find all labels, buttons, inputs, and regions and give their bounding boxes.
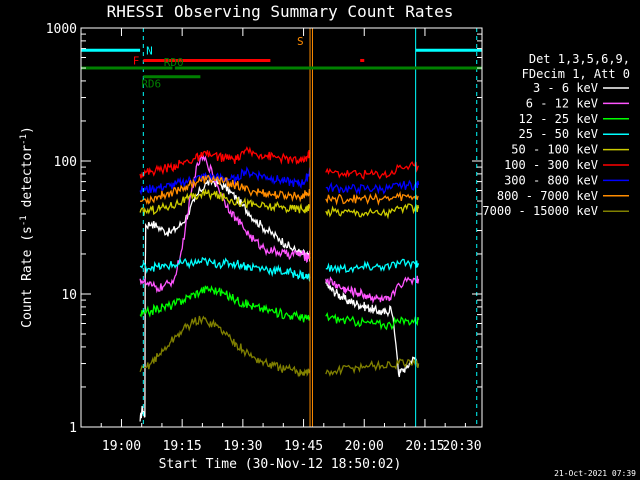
legend-label-6-12-kev: 6 - 12 keV: [526, 96, 598, 110]
plot-frame: [80, 27, 483, 428]
legend-label-300-800-kev: 300 - 800 keV: [504, 173, 598, 187]
series-800-7000-kev-part-0: [139, 174, 311, 206]
series-50-100-kev-part-1: [325, 203, 420, 220]
x-tick-label-1: 19:15: [163, 439, 202, 454]
legend-label-100-300-kev: 100 - 300 keV: [504, 158, 598, 172]
series-25-50-kev-part-1: [325, 258, 420, 274]
series-25-50-kev-part-0: [139, 256, 311, 282]
series-100-300-kev-part-1: [325, 161, 420, 180]
legend-label-50-100-kev: 50 - 100 keV: [511, 143, 598, 157]
series-12-25-kev-part-0: [139, 284, 311, 323]
series-300-800-kev-part-1: [325, 179, 420, 195]
y-axis-ticks: 1 10 100 1000: [46, 22, 482, 436]
x-axis-label: Start Time (30-Nov-12 18:50:02): [159, 457, 402, 472]
y-tick-label-1: 10: [61, 288, 77, 303]
interval-label-rd0: RD0: [164, 56, 184, 69]
series-7000-15000-kev-part-1: [325, 358, 420, 377]
series-7000-15000-kev-part-0: [139, 315, 311, 378]
series-300-800-kev-part-0: [139, 166, 311, 196]
legend-label-800-7000-kev: 800 - 7000 keV: [497, 189, 598, 203]
x-tick-label-6: 20:30: [442, 439, 481, 454]
series-100-300-kev-part-0: [139, 146, 311, 179]
chart-title: RHESSI Observing Summary Count Rates: [107, 2, 454, 21]
y-tick-label-2: 100: [54, 155, 77, 170]
y-axis-label-middle: detector: [20, 145, 35, 216]
legend-label-3-6-kev: 3 - 6 keV: [533, 81, 598, 95]
y-axis-label-start: Count Rate (s: [20, 226, 35, 328]
y-tick-label-0: 1: [69, 421, 77, 436]
y-axis-label-sup-1: -1: [19, 215, 29, 226]
series-3-6-kev-part-1: [325, 280, 420, 378]
series-50-100-kev-part-0: [139, 188, 311, 216]
footer-timestamp: 21-Oct-2021 07:39: [554, 469, 636, 478]
y-axis-label-end: ): [20, 126, 35, 134]
legend-header-line-2: FDecim 1, Att 0: [522, 67, 630, 81]
legend-header-line-1: Det 1,3,5,6,9,: [529, 52, 630, 66]
series-800-7000-kev-part-1: [325, 190, 419, 206]
series-6-12-kev-part-1: [325, 275, 420, 305]
series-6-12-kev-part-0: [139, 154, 311, 294]
interval-label-n: N: [146, 44, 153, 57]
series-layer: [139, 146, 420, 422]
y-tick-label-3: 1000: [46, 22, 77, 37]
x-tick-label-5: 20:15: [405, 439, 444, 454]
x-tick-label-0: 19:00: [102, 439, 141, 454]
legend: Det 1,3,5,6,9, FDecim 1, Att 0 3 - 6 keV…: [482, 52, 630, 218]
x-tick-label-3: 19:45: [284, 439, 323, 454]
interval-label-f: F: [133, 54, 140, 67]
legend-label-25-50-kev: 25 - 50 keV: [519, 127, 598, 141]
y-axis-label-sup-2: -1: [19, 134, 29, 145]
legend-label-7000-15000-kev: 7000 - 15000 keV: [482, 204, 598, 218]
y-axis-label: Count Rate (s-1 detector-1): [19, 126, 35, 328]
x-tick-label-2: 19:30: [223, 439, 262, 454]
legend-label-12-25-kev: 12 - 25 keV: [519, 112, 598, 126]
series-3-6-kev-part-0: [139, 176, 311, 422]
series-12-25-kev-part-1: [325, 311, 420, 331]
x-tick-label-4: 20:00: [345, 439, 384, 454]
marker-label-s: S: [297, 35, 304, 48]
interval-label-rd6: RD6: [141, 78, 161, 91]
